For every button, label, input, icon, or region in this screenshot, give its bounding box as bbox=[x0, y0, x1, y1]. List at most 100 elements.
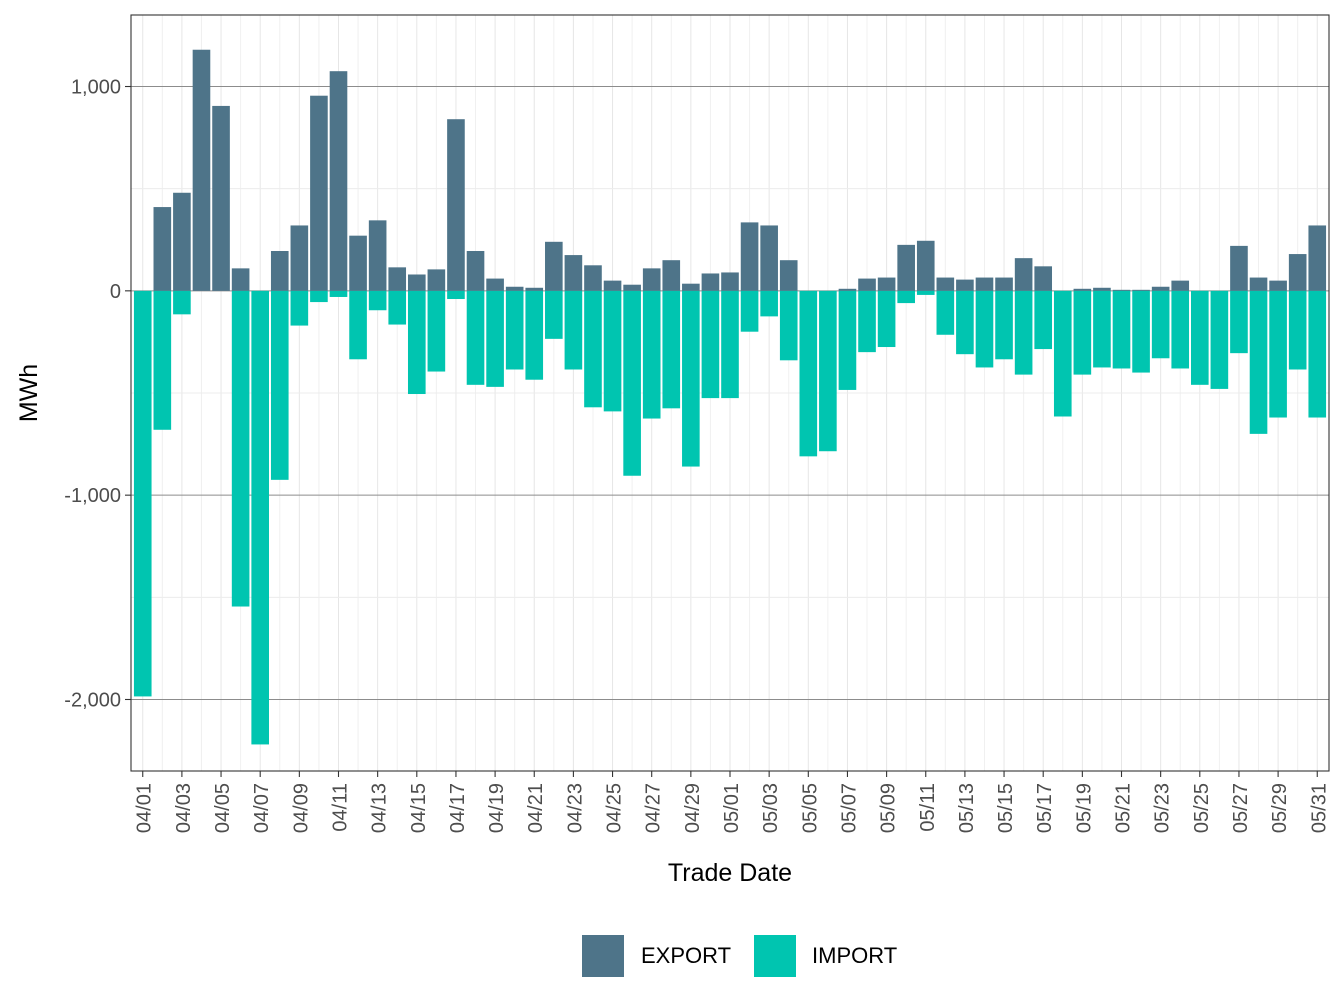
x-tick-label: 04/01 bbox=[134, 783, 156, 833]
y-tick-label: -1,000 bbox=[64, 485, 121, 507]
bar-export-04-23 bbox=[564, 255, 583, 291]
x-tick-label: 04/09 bbox=[290, 783, 312, 833]
bar-import-04-09 bbox=[290, 290, 309, 326]
legend: EXPORT IMPORT bbox=[582, 935, 897, 977]
x-tick-label: 04/25 bbox=[604, 783, 626, 833]
bar-import-04-18 bbox=[466, 290, 485, 385]
y-axis: -2,000 -1,000 0 1,000 bbox=[64, 77, 131, 711]
bar-export-04-22 bbox=[545, 241, 563, 291]
x-tick-label: 04/13 bbox=[369, 783, 391, 833]
bar-export-05-07 bbox=[838, 288, 857, 291]
x-tick-label: 05/15 bbox=[995, 783, 1017, 833]
bar-import-05-24 bbox=[1171, 290, 1190, 369]
bar-import-04-14 bbox=[388, 290, 407, 325]
bar-export-05-10 bbox=[897, 244, 915, 291]
x-tick-label: 04/05 bbox=[212, 783, 234, 833]
bar-import-04-06 bbox=[231, 290, 250, 607]
y-tick-label: 1,000 bbox=[71, 77, 121, 99]
x-tick-label: 05/29 bbox=[1269, 783, 1291, 833]
bar-import-05-30 bbox=[1288, 290, 1307, 370]
bar-import-04-23 bbox=[564, 290, 583, 370]
bar-import-04-08 bbox=[270, 290, 289, 480]
bar-import-05-06 bbox=[819, 290, 837, 452]
bar-export-04-19 bbox=[486, 278, 504, 291]
x-tick-label: 04/23 bbox=[564, 783, 586, 833]
bar-export-04-24 bbox=[584, 265, 602, 291]
bar-export-05-11 bbox=[916, 240, 935, 291]
bar-import-04-30 bbox=[701, 290, 720, 399]
bar-import-04-15 bbox=[407, 290, 426, 395]
bar-export-04-04 bbox=[192, 49, 211, 291]
bar-import-05-07 bbox=[838, 290, 857, 390]
bar-export-05-27 bbox=[1230, 245, 1248, 291]
bar-import-05-25 bbox=[1190, 290, 1209, 385]
x-tick-label: 05/19 bbox=[1073, 783, 1095, 833]
bar-import-05-23 bbox=[1151, 290, 1170, 359]
bar-export-05-24 bbox=[1171, 280, 1190, 291]
bar-export-05-23 bbox=[1151, 286, 1170, 291]
x-tick-label: 05/01 bbox=[721, 783, 743, 833]
x-tick-label: 04/11 bbox=[329, 783, 351, 832]
bar-import-04-29 bbox=[682, 290, 700, 467]
y-tick-label: -2,000 bbox=[64, 689, 121, 711]
bar-import-05-03 bbox=[760, 290, 778, 317]
bar-export-05-09 bbox=[877, 277, 896, 291]
bar-export-04-20 bbox=[505, 286, 524, 291]
bar-import-05-12 bbox=[936, 290, 955, 335]
bar-export-04-11 bbox=[329, 71, 348, 291]
x-tick-label: 04/29 bbox=[682, 783, 704, 833]
legend-label-import: IMPORT bbox=[812, 943, 897, 968]
bar-import-05-29 bbox=[1269, 290, 1287, 418]
y-tick-label: 0 bbox=[110, 281, 121, 303]
bar-import-04-24 bbox=[584, 290, 602, 408]
bar-import-04-25 bbox=[603, 290, 622, 412]
bar-export-04-15 bbox=[407, 274, 426, 291]
x-tick-label: 04/15 bbox=[408, 783, 430, 833]
x-tick-label: 05/09 bbox=[878, 783, 900, 833]
bar-export-05-15 bbox=[995, 277, 1013, 291]
bar-export-04-26 bbox=[623, 284, 641, 291]
bar-export-04-14 bbox=[388, 267, 407, 291]
bar-import-05-22 bbox=[1132, 290, 1150, 373]
legend-key-import bbox=[754, 935, 796, 977]
x-tick-label: 04/27 bbox=[643, 783, 665, 833]
bar-import-05-15 bbox=[995, 290, 1013, 360]
x-tick-label: 05/17 bbox=[1034, 783, 1056, 833]
bar-import-05-19 bbox=[1073, 290, 1092, 375]
bar-import-04-11 bbox=[329, 290, 348, 297]
bar-import-05-05 bbox=[799, 290, 818, 457]
bar-export-05-14 bbox=[975, 277, 994, 291]
bar-export-05-31 bbox=[1308, 225, 1327, 291]
legend-label-export: EXPORT bbox=[641, 943, 731, 968]
bar-export-05-30 bbox=[1288, 254, 1307, 291]
bar-import-04-07 bbox=[251, 290, 270, 745]
bar-import-05-18 bbox=[1053, 290, 1072, 417]
bar-import-04-26 bbox=[623, 290, 641, 476]
y-axis-title: MWh bbox=[15, 364, 43, 422]
bar-import-04-28 bbox=[662, 290, 681, 409]
bar-export-05-08 bbox=[858, 278, 876, 291]
legend-key-export bbox=[582, 935, 624, 977]
bar-export-05-29 bbox=[1269, 280, 1287, 291]
bar-export-04-08 bbox=[270, 250, 289, 291]
bar-export-05-03 bbox=[760, 225, 778, 291]
bar-export-04-25 bbox=[603, 280, 622, 291]
bar-export-05-13 bbox=[956, 279, 974, 291]
bar-import-04-01 bbox=[133, 290, 152, 697]
bar-import-05-27 bbox=[1230, 290, 1248, 354]
x-tick-label: 05/05 bbox=[799, 783, 821, 833]
x-tick-label: 04/17 bbox=[447, 783, 469, 833]
bar-export-05-16 bbox=[1014, 258, 1033, 291]
bar-export-04-02 bbox=[153, 207, 172, 291]
x-tick-label: 05/27 bbox=[1230, 783, 1252, 833]
bar-import-05-11 bbox=[916, 290, 935, 295]
bar-export-04-21 bbox=[525, 287, 544, 291]
bar-export-04-10 bbox=[310, 95, 328, 291]
bar-import-04-16 bbox=[427, 290, 446, 372]
x-tick-label: 05/11 bbox=[917, 783, 939, 832]
x-axis: 04/01 04/03 04/05 04/07 04/09 04/11 04/13 04/15… bbox=[134, 771, 1330, 833]
bar-import-04-02 bbox=[153, 290, 172, 430]
bar-export-04-12 bbox=[349, 235, 367, 291]
bar-import-05-08 bbox=[858, 290, 876, 353]
x-tick-label: 05/21 bbox=[1113, 783, 1135, 833]
